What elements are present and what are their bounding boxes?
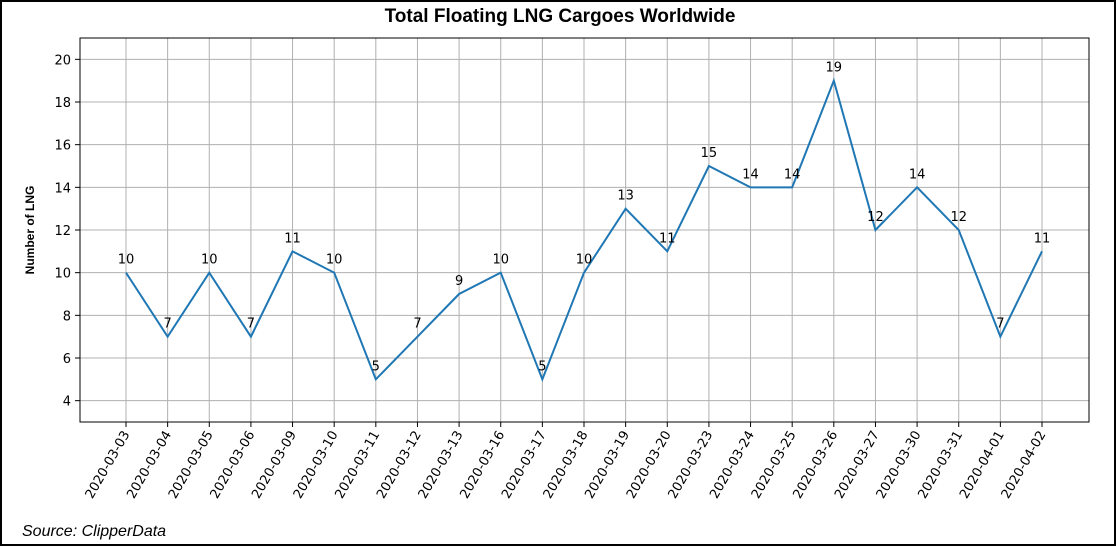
data-label: 11 [659,231,676,246]
data-label: 11 [284,231,301,246]
data-label: 10 [326,253,343,268]
data-label: 12 [867,210,884,225]
data-label: 14 [909,167,926,182]
y-tick-label: 6 [63,352,71,367]
data-label: 10 [576,253,593,268]
series-line [125,77,1043,383]
y-tick-label: 20 [54,53,71,68]
data-label: 10 [201,253,218,268]
y-tick-label: 12 [54,224,71,239]
data-label: 19 [826,61,843,76]
y-tick-label: 4 [63,395,71,410]
data-label: 14 [784,167,801,182]
chart-title: Total Floating LNG Cargoes Worldwide [384,6,736,27]
y-tick-label: 8 [63,309,71,324]
data-label: 7 [163,317,171,332]
y-tick-label: 16 [54,139,71,154]
data-label: 5 [538,359,546,374]
plot-area-border [79,37,1090,423]
data-label: 12 [950,210,967,225]
data-label: 7 [996,317,1004,332]
data-label: 13 [617,189,634,204]
data-label: 11 [1034,231,1051,246]
y-tick-label: 14 [54,181,71,196]
data-label: 10 [492,253,509,268]
data-label: 10 [118,253,135,268]
source-note: Source: ClipperData [22,523,167,540]
data-label: 5 [372,359,380,374]
data-label: 7 [247,317,255,332]
data-label: 15 [701,146,718,161]
y-tick-label: 10 [54,267,71,282]
data-label: 7 [413,317,421,332]
y-tick-label: 18 [54,96,71,111]
data-label: 14 [742,167,759,182]
x-tick-label: 2020-04-02 [999,429,1050,502]
data-label: 9 [455,274,463,289]
